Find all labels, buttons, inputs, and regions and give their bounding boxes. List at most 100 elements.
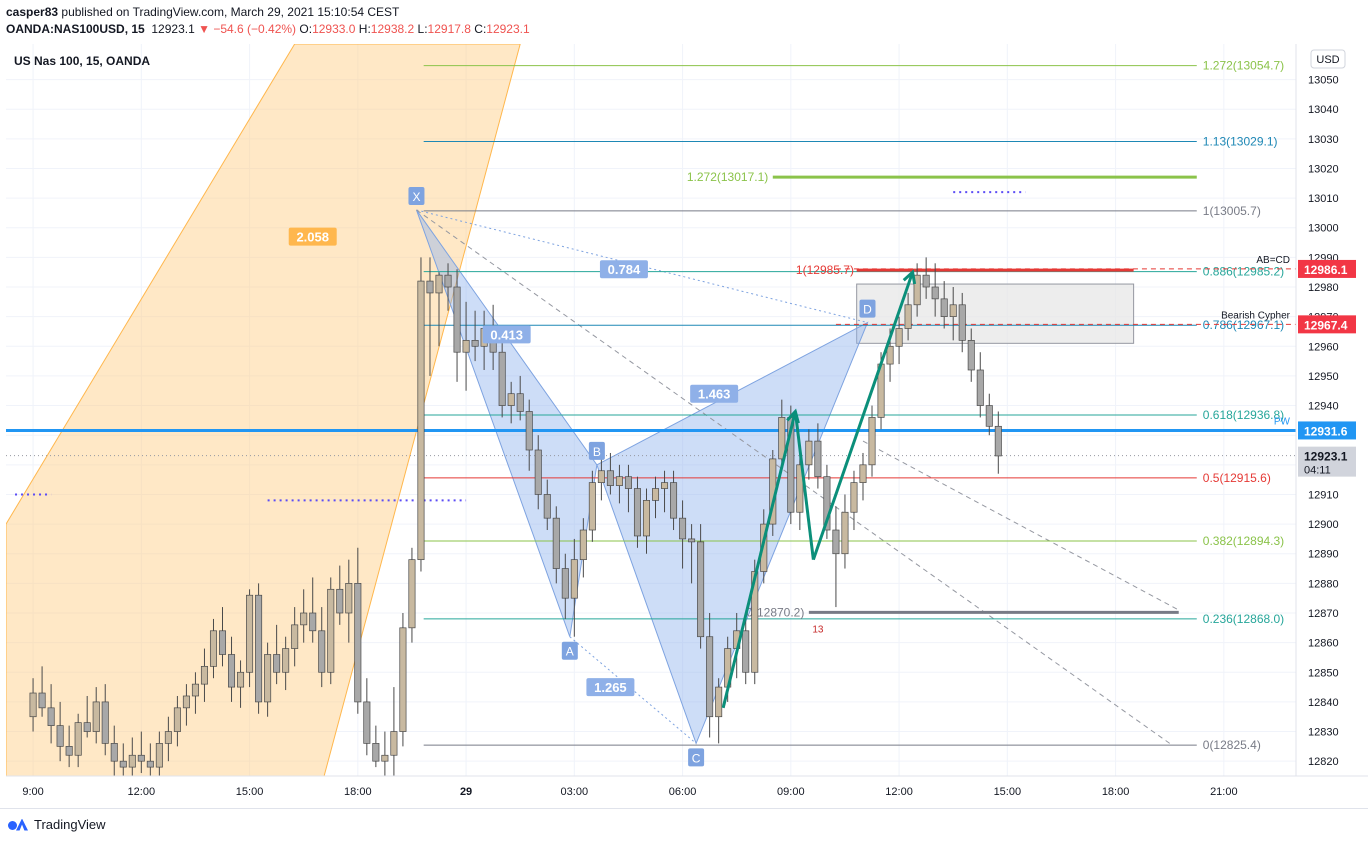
price-tick-label: 13020 <box>1308 163 1339 175</box>
sequential-13-label: 13 <box>812 624 824 635</box>
candle-body <box>552 517 560 569</box>
candle-body <box>670 482 678 519</box>
candle-body <box>237 671 245 688</box>
candle-body <box>913 274 921 306</box>
price-tick-label: 12880 <box>1308 578 1339 590</box>
axis-price-label-bg <box>1298 446 1356 477</box>
high-value: 12938.2 <box>370 22 415 36</box>
candle-body <box>525 411 533 451</box>
candle-body <box>624 476 632 489</box>
candle-body <box>408 559 416 629</box>
candle-body <box>453 286 461 353</box>
pattern-point-bg <box>588 441 605 460</box>
candle-body <box>119 760 127 768</box>
candle <box>173 695 181 747</box>
candle <box>697 524 705 649</box>
tradingview-logo[interactable]: TradingView <box>8 817 106 832</box>
candle <box>778 399 786 471</box>
price-tick-label: 12850 <box>1308 667 1339 679</box>
candle-body <box>850 482 858 513</box>
candle-body <box>399 627 407 732</box>
plot-layer: 1.272(13054.7) 1.13(13029.1) 1(13005.7) 0.8… <box>6 44 1296 776</box>
pattern-point-text: C <box>692 751 701 765</box>
candle <box>363 678 371 756</box>
candle <box>940 281 948 329</box>
candle-body <box>318 630 326 673</box>
candle <box>832 506 840 608</box>
candle-body <box>841 511 849 555</box>
candle-body <box>823 476 831 531</box>
teal-arrow-head <box>902 269 917 285</box>
candle <box>417 257 425 572</box>
candle-body <box>994 425 1002 457</box>
currency-label: USD <box>1316 54 1339 66</box>
open-value: 12933.0 <box>312 22 356 36</box>
candle <box>255 583 263 714</box>
candle <box>868 405 876 477</box>
fib-label: 0.886(12985.2) <box>1203 265 1284 279</box>
candle <box>336 565 344 625</box>
candle <box>246 589 254 688</box>
candle <box>327 577 335 685</box>
candle-body <box>543 494 551 519</box>
pattern-annotation: AB=CD <box>1256 255 1290 266</box>
candle-body <box>173 707 181 732</box>
candle <box>670 470 678 531</box>
price-chart[interactable]: 1.272(13054.7) 1.13(13029.1) 1(13005.7) 0.8… <box>0 44 1368 804</box>
candle <box>688 524 696 584</box>
candle-body <box>255 594 263 703</box>
candle <box>498 340 506 418</box>
candle <box>228 636 236 702</box>
candle-body <box>300 612 308 626</box>
candle-body <box>435 274 443 294</box>
candle <box>624 464 632 513</box>
level-1272-label: 1.272(13017.1) <box>687 170 768 184</box>
time-tick-label: 9:00 <box>22 786 43 798</box>
currency-bg <box>1310 49 1346 69</box>
candle <box>444 263 452 311</box>
axis-price-label: 12923.104:11 <box>1298 446 1356 477</box>
teal-arrow <box>811 271 915 561</box>
candle <box>354 547 362 714</box>
pattern-point-label: A <box>561 641 578 660</box>
candle-body <box>498 351 506 406</box>
candle-body <box>128 754 136 768</box>
candle-body <box>164 731 172 744</box>
author-name[interactable]: casper83 <box>6 5 59 19</box>
fib-label: 0.618(12936.8) <box>1203 408 1284 422</box>
axis-price-label-text: 12967.4 <box>1304 318 1348 332</box>
time-tick-label: 09:00 <box>777 786 805 798</box>
ratio-label: 1.265 <box>586 678 635 697</box>
candle <box>652 476 660 519</box>
candle-body <box>155 743 163 768</box>
candle-body <box>137 754 145 762</box>
candle-body <box>390 731 398 756</box>
candle-body <box>688 538 696 543</box>
candle <box>471 310 479 362</box>
axis-price-label-text: 12931.6 <box>1304 424 1348 438</box>
price-tick-label: 13050 <box>1308 75 1339 87</box>
candle <box>796 450 804 531</box>
price-tick-label: 13000 <box>1308 223 1339 235</box>
candle-body <box>65 746 73 756</box>
candle <box>597 458 605 501</box>
axis-price-label-text: 12986.1 <box>1304 263 1348 277</box>
axis-price-label-bg <box>1298 315 1356 334</box>
candle-body <box>697 541 705 638</box>
candle <box>985 393 993 436</box>
candle <box>164 716 172 762</box>
fib-label: 0.236(12868.0) <box>1203 612 1284 626</box>
ohlc-line: OANDA:NAS100USD, 15 12923.1 ▼ −54.6 (−0.… <box>6 22 530 36</box>
candle <box>318 607 326 688</box>
chart-area[interactable]: 1.272(13054.7) 1.13(13029.1) 1(13005.7) 0.8… <box>0 44 1368 804</box>
level-0-grey-label: 0(12870.2) <box>746 605 804 619</box>
candle-body <box>796 464 804 513</box>
candle <box>47 684 55 744</box>
candle <box>345 559 353 643</box>
candle <box>83 695 91 738</box>
candle-body <box>715 686 723 718</box>
candle-body <box>209 630 217 667</box>
candle <box>155 731 163 776</box>
candle-body <box>859 464 867 483</box>
price-tick-label: 12870 <box>1308 608 1339 620</box>
